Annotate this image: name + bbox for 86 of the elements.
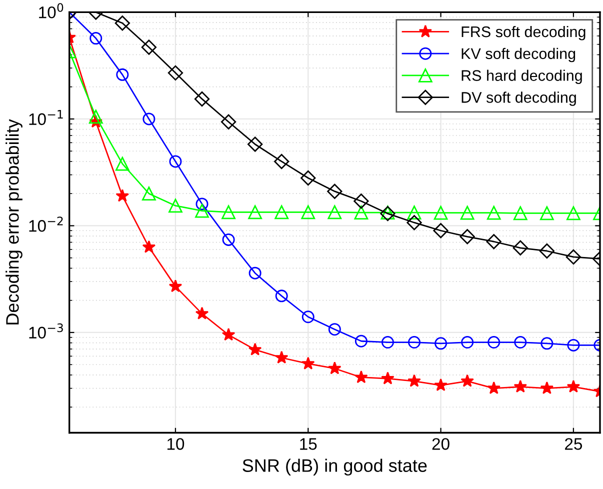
point [328, 362, 342, 374]
point [196, 198, 208, 210]
legend-label: KV soft decoding [462, 48, 576, 62]
point [460, 229, 475, 244]
x-tick-label: 10 [167, 438, 184, 450]
point [248, 205, 262, 220]
point [222, 205, 236, 220]
point [434, 206, 448, 220]
point [275, 290, 288, 302]
point [301, 356, 315, 370]
point [487, 381, 500, 394]
point [248, 342, 262, 356]
point [540, 381, 554, 394]
point [327, 184, 342, 199]
point [116, 189, 130, 202]
point [566, 249, 582, 265]
point [220, 114, 236, 130]
point [274, 154, 290, 170]
point [248, 266, 262, 280]
point [88, 110, 103, 124]
y-tick-label: 10$^{−1}$ [29, 110, 63, 126]
legend-label: FRS soft decoding [462, 26, 586, 40]
point [539, 243, 554, 259]
point [433, 223, 448, 238]
point [142, 240, 156, 253]
legend-label: RS hard decoding [462, 70, 582, 84]
point [488, 336, 500, 349]
point [354, 206, 368, 220]
point [513, 206, 528, 220]
point [406, 215, 422, 230]
point [354, 334, 368, 348]
point [566, 206, 580, 220]
point [486, 234, 502, 250]
point [514, 336, 527, 349]
point [194, 91, 210, 107]
point [195, 204, 209, 218]
point [222, 233, 235, 246]
point [300, 170, 316, 186]
x-tick-label: 15 [300, 438, 317, 450]
point [486, 206, 501, 220]
point [115, 156, 130, 171]
point [540, 206, 554, 220]
point [540, 337, 554, 350]
point [90, 32, 102, 45]
y-axis-title: Decoding error probability [6, 119, 22, 324]
point [328, 323, 341, 336]
point [381, 336, 394, 349]
point [301, 205, 316, 220]
point [407, 206, 422, 220]
point [248, 136, 263, 152]
y-tick-label: 10$^{0}$ [39, 3, 64, 18]
point [460, 206, 474, 220]
point [408, 336, 421, 349]
x-tick-label: 25 [565, 438, 582, 450]
x-axis-title: SNR (dB) in good state [242, 458, 427, 476]
point [514, 380, 528, 393]
point [567, 338, 580, 352]
point [512, 240, 528, 256]
point [566, 380, 580, 393]
point [328, 205, 342, 220]
point [116, 68, 129, 81]
point [354, 194, 369, 209]
point [168, 198, 182, 213]
point [434, 337, 448, 350]
point [142, 112, 156, 126]
legend-label: DV soft decoding [462, 92, 576, 106]
point [408, 374, 421, 387]
point [434, 378, 448, 392]
point [222, 328, 236, 341]
point [142, 186, 156, 201]
point [381, 372, 394, 384]
point [274, 205, 289, 220]
point [169, 155, 182, 168]
point [460, 374, 474, 387]
x-tick-label: 20 [432, 438, 450, 450]
point [302, 310, 314, 324]
point [168, 65, 184, 80]
y-tick-label: 10$^{−3}$ [29, 323, 63, 339]
point [195, 306, 209, 320]
point [168, 279, 182, 292]
point [354, 370, 368, 384]
point [141, 40, 157, 55]
y-tick-label: 10$^{−2}$ [29, 216, 63, 232]
point [461, 336, 474, 349]
point [114, 16, 130, 31]
point [274, 350, 288, 364]
